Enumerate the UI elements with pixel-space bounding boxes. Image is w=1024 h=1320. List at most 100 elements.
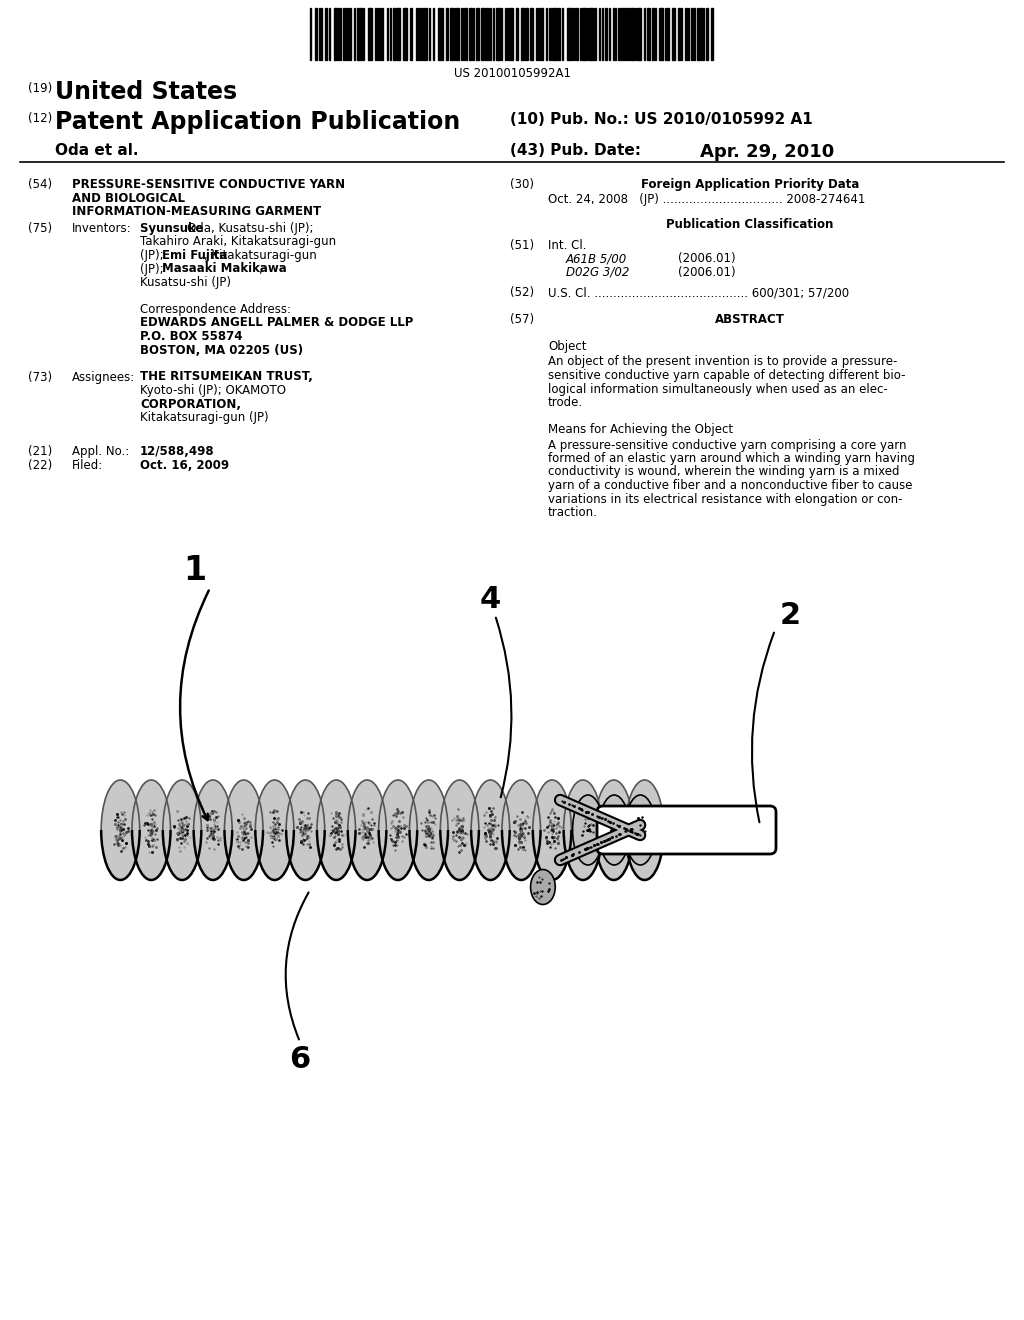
FancyBboxPatch shape: [597, 807, 776, 854]
Text: CORPORATION,: CORPORATION,: [140, 397, 241, 411]
Text: Foreign Application Priority Data: Foreign Application Priority Data: [641, 178, 859, 191]
Text: (30): (30): [510, 178, 534, 191]
Ellipse shape: [194, 780, 232, 880]
Bar: [516, 8, 518, 59]
Text: Filed:: Filed:: [72, 459, 103, 473]
Bar: [422, 8, 425, 59]
Text: Oct. 16, 2009: Oct. 16, 2009: [140, 459, 229, 473]
Bar: [659, 8, 663, 59]
Ellipse shape: [286, 780, 325, 880]
Bar: [496, 8, 500, 59]
Text: (43) Pub. Date:: (43) Pub. Date:: [510, 143, 641, 158]
Ellipse shape: [132, 780, 171, 880]
Bar: [465, 8, 467, 59]
Ellipse shape: [502, 780, 541, 880]
Text: (2006.01): (2006.01): [678, 252, 735, 265]
Text: trode.: trode.: [548, 396, 583, 409]
Ellipse shape: [530, 870, 555, 904]
Bar: [540, 8, 543, 59]
Text: (54): (54): [28, 178, 52, 191]
Bar: [377, 8, 379, 59]
Bar: [697, 8, 699, 59]
Ellipse shape: [348, 780, 386, 880]
Bar: [334, 8, 337, 59]
Bar: [618, 8, 620, 59]
Bar: [410, 8, 412, 59]
Text: EDWARDS ANGELL PALMER & DODGE LLP: EDWARDS ANGELL PALMER & DODGE LLP: [140, 317, 414, 330]
Text: (10) Pub. No.: US 2010/0105992 A1: (10) Pub. No.: US 2010/0105992 A1: [510, 112, 813, 127]
Text: An object of the present invention is to provide a pressure-: An object of the present invention is to…: [548, 355, 897, 368]
Bar: [711, 8, 713, 59]
Bar: [700, 8, 702, 59]
Text: Kitakatsuragi-gun (JP): Kitakatsuragi-gun (JP): [140, 411, 268, 424]
Text: Assignees:: Assignees:: [72, 371, 135, 384]
Text: yarn of a conductive fiber and a nonconductive fiber to cause: yarn of a conductive fiber and a noncond…: [548, 479, 912, 492]
Text: Kyoto-shi (JP); OKAMOTO: Kyoto-shi (JP); OKAMOTO: [140, 384, 286, 397]
Bar: [553, 8, 557, 59]
Text: 12/588,498: 12/588,498: [140, 445, 215, 458]
Bar: [637, 8, 641, 59]
Bar: [403, 8, 407, 59]
Text: (2006.01): (2006.01): [678, 265, 735, 279]
Text: D02G 3/02: D02G 3/02: [566, 265, 630, 279]
Bar: [485, 8, 487, 59]
Text: variations in its electrical resistance with elongation or con-: variations in its electrical resistance …: [548, 492, 902, 506]
Bar: [678, 8, 680, 59]
Bar: [627, 8, 629, 59]
Bar: [325, 8, 327, 59]
Text: Apr. 29, 2010: Apr. 29, 2010: [700, 143, 835, 161]
Bar: [525, 8, 528, 59]
Ellipse shape: [471, 780, 510, 880]
Text: US 20100105992A1: US 20100105992A1: [454, 67, 570, 81]
Bar: [360, 8, 362, 59]
Text: logical information simultaneously when used as an elec-: logical information simultaneously when …: [548, 383, 888, 396]
Bar: [652, 8, 654, 59]
Ellipse shape: [626, 780, 664, 880]
Text: (75): (75): [28, 222, 52, 235]
Ellipse shape: [163, 780, 202, 880]
Text: (57): (57): [510, 313, 535, 326]
Bar: [450, 8, 453, 59]
Text: Int. Cl.: Int. Cl.: [548, 239, 587, 252]
Bar: [438, 8, 441, 59]
Text: United States: United States: [55, 81, 238, 104]
Bar: [521, 8, 524, 59]
Text: Inventors:: Inventors:: [72, 222, 132, 235]
Ellipse shape: [224, 780, 263, 880]
Text: ,: ,: [258, 263, 262, 276]
Text: 6: 6: [290, 1045, 310, 1074]
Text: (12): (12): [28, 112, 52, 125]
Bar: [368, 8, 372, 59]
Text: P.O. BOX 55874: P.O. BOX 55874: [140, 330, 243, 343]
Text: PRESSURE-SENSITIVE CONDUCTIVE YARN: PRESSURE-SENSITIVE CONDUCTIVE YARN: [72, 178, 345, 191]
Text: U.S. Cl. ......................................... 600/301; 57/200: U.S. Cl. ...............................…: [548, 286, 849, 300]
Ellipse shape: [255, 780, 294, 880]
Bar: [345, 8, 347, 59]
Bar: [621, 8, 623, 59]
Text: 4: 4: [479, 586, 501, 615]
Ellipse shape: [379, 780, 417, 880]
Bar: [509, 8, 513, 59]
Bar: [530, 8, 534, 59]
Ellipse shape: [440, 780, 479, 880]
Text: Kusatsu-shi (JP): Kusatsu-shi (JP): [140, 276, 231, 289]
Bar: [446, 8, 449, 59]
Text: (21): (21): [28, 445, 52, 458]
Bar: [481, 8, 484, 59]
Ellipse shape: [599, 795, 630, 865]
Text: Correspondence Address:: Correspondence Address:: [140, 304, 291, 315]
Text: (JP);: (JP);: [140, 263, 167, 276]
Text: INFORMATION-MEASURING GARMENT: INFORMATION-MEASURING GARMENT: [72, 205, 322, 218]
Bar: [558, 8, 560, 59]
Text: (22): (22): [28, 459, 52, 473]
Bar: [575, 8, 578, 59]
Text: A61B 5/00: A61B 5/00: [566, 252, 628, 265]
Bar: [693, 8, 695, 59]
Text: AND BIOLOGICAL: AND BIOLOGICAL: [72, 191, 185, 205]
Bar: [469, 8, 472, 59]
Text: (52): (52): [510, 286, 535, 300]
Text: (JP);: (JP);: [140, 249, 167, 261]
Ellipse shape: [572, 795, 603, 865]
Bar: [605, 8, 607, 59]
Text: Patent Application Publication: Patent Application Publication: [55, 110, 460, 135]
